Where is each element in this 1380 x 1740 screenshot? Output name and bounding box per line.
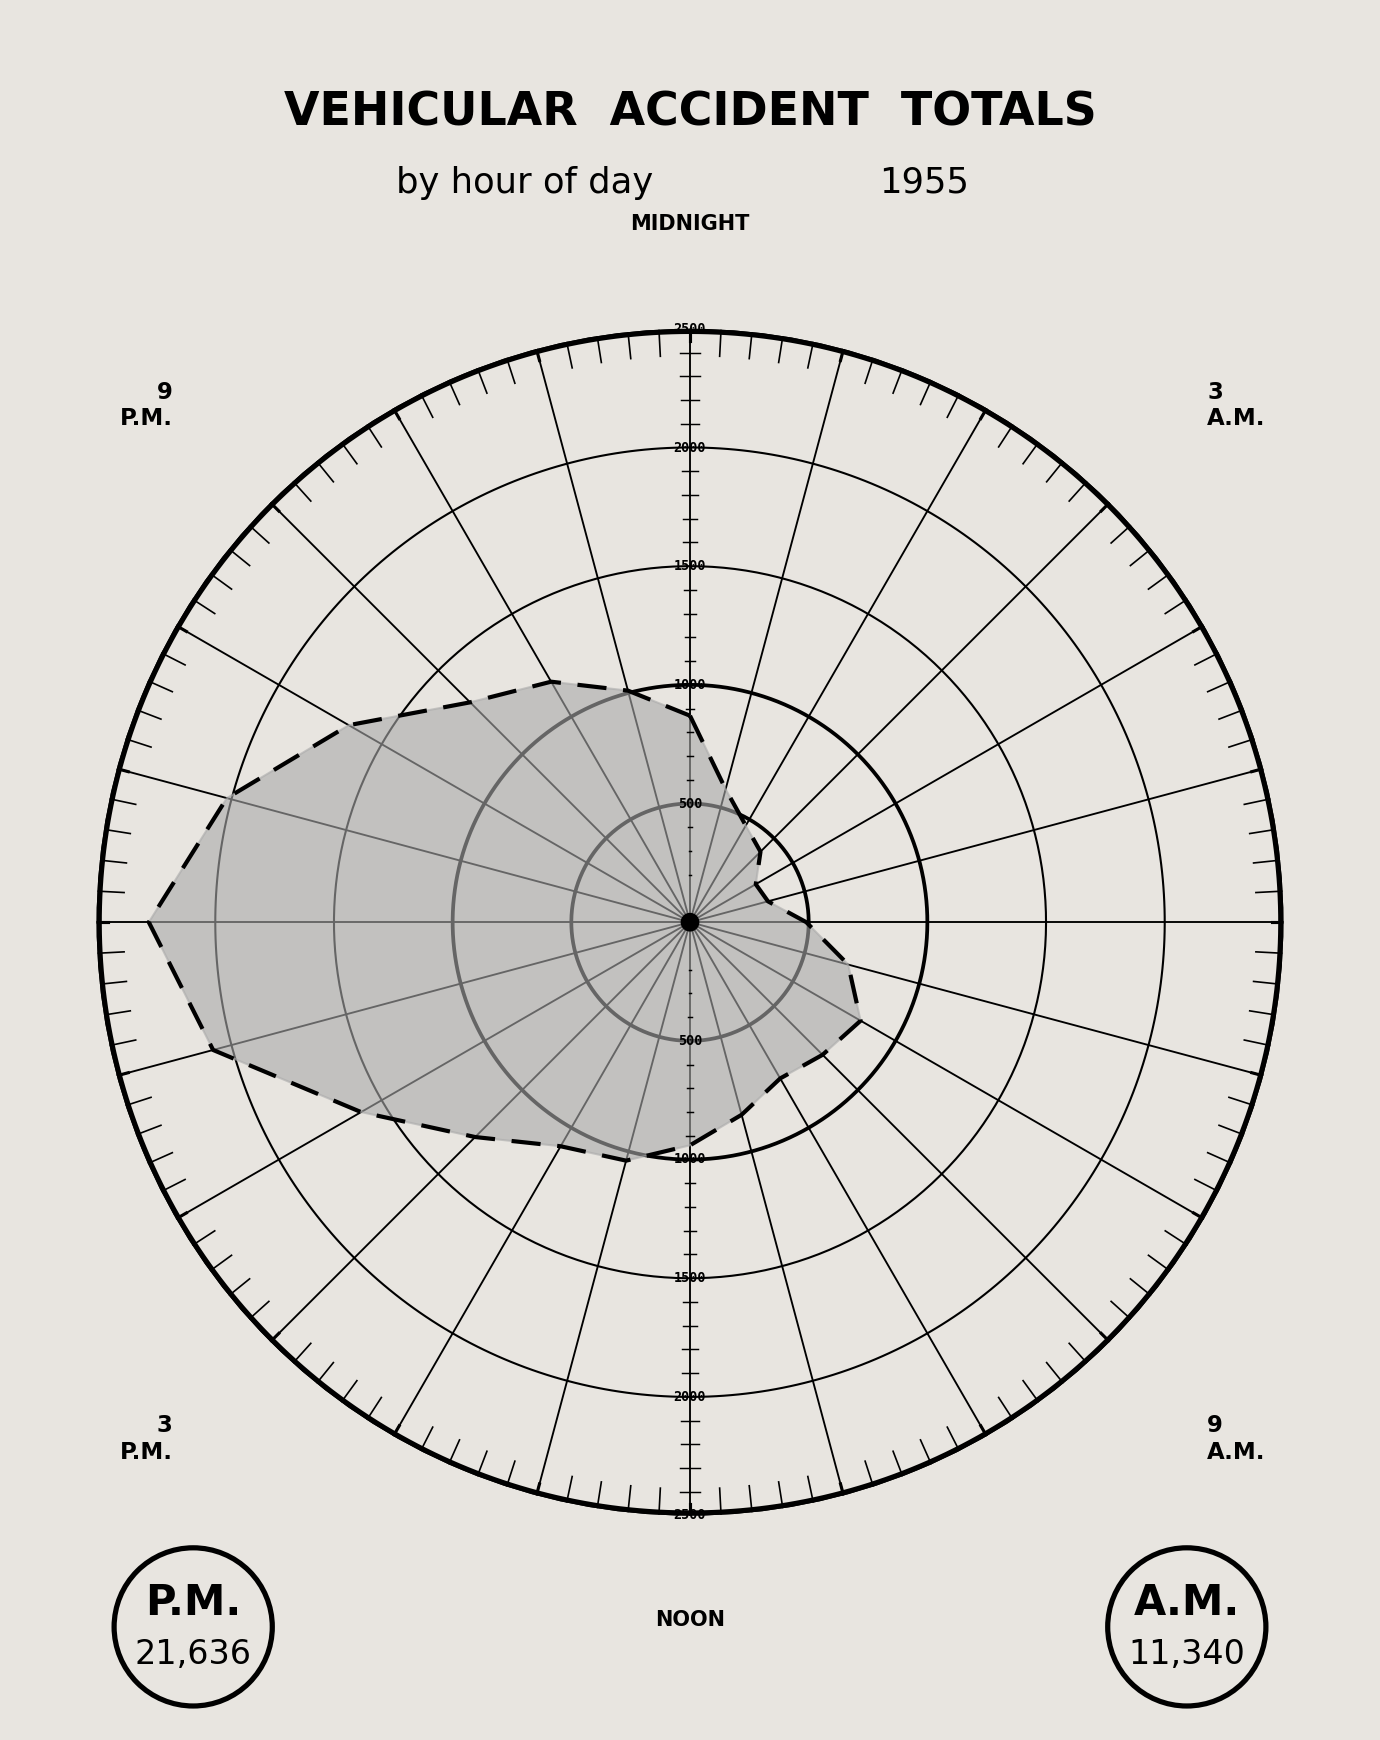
Text: MIDNIGHT: MIDNIGHT [631, 214, 749, 235]
Text: 500: 500 [678, 797, 702, 811]
Text: 3
A.M.: 3 A.M. [1208, 381, 1265, 430]
Text: 21,636: 21,636 [135, 1637, 251, 1670]
Text: 11,340: 11,340 [1129, 1637, 1245, 1670]
Text: 1000: 1000 [673, 679, 707, 693]
Polygon shape [149, 682, 861, 1161]
Text: 1500: 1500 [673, 1272, 707, 1286]
Text: 2500: 2500 [673, 322, 707, 336]
Text: P.M.: P.M. [145, 1582, 242, 1623]
Text: by hour of day: by hour of day [396, 165, 653, 200]
Text: VEHICULAR  ACCIDENT  TOTALS: VEHICULAR ACCIDENT TOTALS [284, 90, 1096, 136]
Text: 2000: 2000 [673, 440, 707, 454]
Text: 2000: 2000 [673, 1390, 707, 1404]
Text: NOON: NOON [656, 1611, 724, 1630]
Polygon shape [682, 914, 698, 931]
Text: A.M.: A.M. [1134, 1582, 1239, 1623]
Text: 9
A.M.: 9 A.M. [1208, 1415, 1265, 1463]
Text: 0: 0 [686, 915, 694, 929]
Text: 500: 500 [678, 1034, 702, 1047]
Text: 1000: 1000 [673, 1152, 707, 1166]
Text: 3
P.M.: 3 P.M. [120, 1415, 172, 1463]
Text: 2500: 2500 [673, 1509, 707, 1522]
Text: 9
P.M.: 9 P.M. [120, 381, 172, 430]
Text: 1500: 1500 [673, 559, 707, 572]
Text: 1955: 1955 [879, 165, 970, 200]
